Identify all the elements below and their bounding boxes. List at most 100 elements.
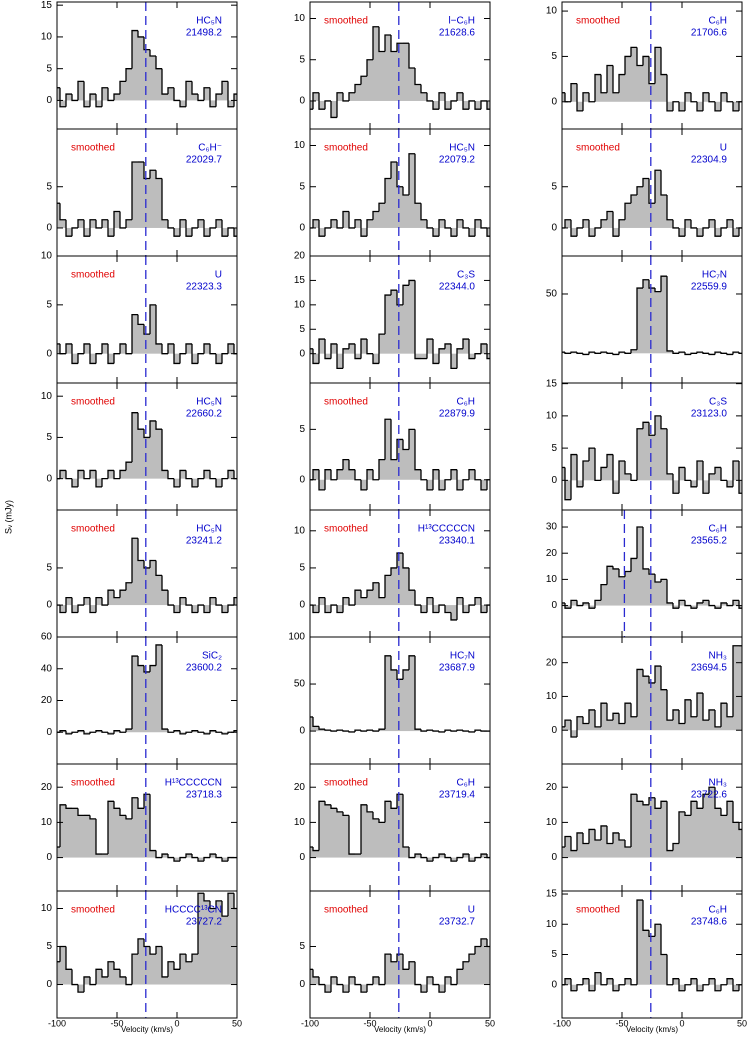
step bbox=[462, 338, 469, 349]
step bbox=[324, 984, 331, 993]
fill-bin bbox=[373, 582, 379, 606]
step bbox=[83, 730, 90, 735]
fill-bin bbox=[691, 978, 697, 985]
step bbox=[227, 469, 234, 479]
step bbox=[726, 219, 733, 228]
fill-bin bbox=[90, 605, 96, 613]
step bbox=[354, 976, 361, 986]
fill-bin bbox=[210, 908, 216, 985]
plot-area bbox=[57, 383, 237, 510]
x-tick-label: -100 bbox=[48, 1018, 66, 1028]
step bbox=[474, 469, 481, 481]
fill-bin bbox=[391, 459, 397, 480]
step bbox=[612, 353, 619, 356]
step bbox=[576, 984, 583, 991]
fill-bin bbox=[685, 92, 691, 102]
step bbox=[624, 352, 631, 354]
step bbox=[708, 978, 715, 985]
fill-bin bbox=[439, 984, 445, 993]
fill-bin bbox=[361, 597, 367, 606]
step bbox=[77, 984, 84, 993]
step bbox=[672, 978, 679, 985]
step bbox=[83, 343, 90, 354]
y-tick-label: 20 bbox=[41, 695, 53, 706]
step bbox=[708, 709, 715, 721]
step bbox=[600, 219, 607, 228]
step bbox=[414, 153, 421, 204]
fill-bin bbox=[150, 954, 156, 985]
fill-bin bbox=[367, 811, 373, 858]
step bbox=[161, 575, 168, 591]
step bbox=[726, 703, 733, 718]
fill-bin bbox=[697, 984, 703, 991]
step bbox=[396, 669, 403, 680]
step bbox=[227, 604, 234, 613]
step bbox=[444, 92, 451, 110]
fill-bin bbox=[421, 353, 427, 359]
fill-bin bbox=[349, 92, 355, 101]
plot-area bbox=[310, 510, 490, 637]
fill-bin bbox=[679, 227, 685, 237]
fill-bin bbox=[679, 811, 685, 858]
y-tick-label: 0 bbox=[299, 600, 305, 611]
fill-bin bbox=[667, 602, 673, 606]
step bbox=[450, 612, 457, 621]
fill-bin bbox=[162, 470, 168, 479]
fill-bin bbox=[607, 211, 613, 228]
step bbox=[233, 93, 237, 107]
fill-bin bbox=[156, 946, 162, 985]
step bbox=[77, 808, 84, 817]
step bbox=[480, 100, 487, 110]
step bbox=[432, 856, 439, 862]
y-tick-label: 5 bbox=[299, 424, 305, 435]
step bbox=[137, 797, 144, 809]
step bbox=[233, 596, 237, 606]
fill-bin bbox=[168, 343, 174, 354]
fill-bin bbox=[210, 100, 216, 107]
fill-bin bbox=[445, 100, 451, 110]
step bbox=[155, 945, 162, 955]
step bbox=[474, 219, 481, 237]
fill-bin bbox=[733, 600, 739, 606]
step bbox=[312, 847, 319, 852]
fill-bin bbox=[325, 605, 331, 613]
step bbox=[348, 597, 355, 606]
frequency-label: 22304.9 bbox=[691, 155, 728, 166]
y-tick-label: 0 bbox=[551, 96, 557, 107]
fill-bin bbox=[469, 954, 475, 985]
step bbox=[137, 314, 144, 326]
y-tick-label: 0 bbox=[551, 852, 557, 863]
step bbox=[209, 730, 216, 734]
step bbox=[137, 656, 144, 667]
fill-bin bbox=[625, 847, 631, 858]
step bbox=[167, 219, 174, 229]
fill-bin bbox=[655, 291, 661, 354]
y-tick-label: 50 bbox=[294, 679, 306, 690]
fill-bin bbox=[126, 462, 132, 479]
fill-bin bbox=[385, 419, 391, 480]
step bbox=[732, 219, 739, 237]
step bbox=[612, 211, 619, 237]
step bbox=[336, 469, 343, 480]
fill-bin bbox=[403, 847, 409, 858]
step bbox=[450, 227, 457, 237]
fill-bin bbox=[631, 349, 637, 354]
step bbox=[179, 730, 186, 735]
fill-bin bbox=[481, 479, 487, 490]
fill-bin bbox=[409, 429, 415, 480]
fill-bin bbox=[391, 567, 397, 606]
step bbox=[570, 599, 577, 609]
step bbox=[624, 202, 631, 220]
fill-bin bbox=[343, 815, 349, 858]
step bbox=[137, 412, 144, 430]
step bbox=[444, 219, 451, 229]
step bbox=[107, 343, 114, 365]
step bbox=[486, 343, 490, 360]
smoothed-label: smoothed bbox=[576, 905, 620, 916]
step bbox=[336, 605, 343, 614]
step bbox=[221, 857, 228, 862]
step bbox=[330, 219, 337, 228]
